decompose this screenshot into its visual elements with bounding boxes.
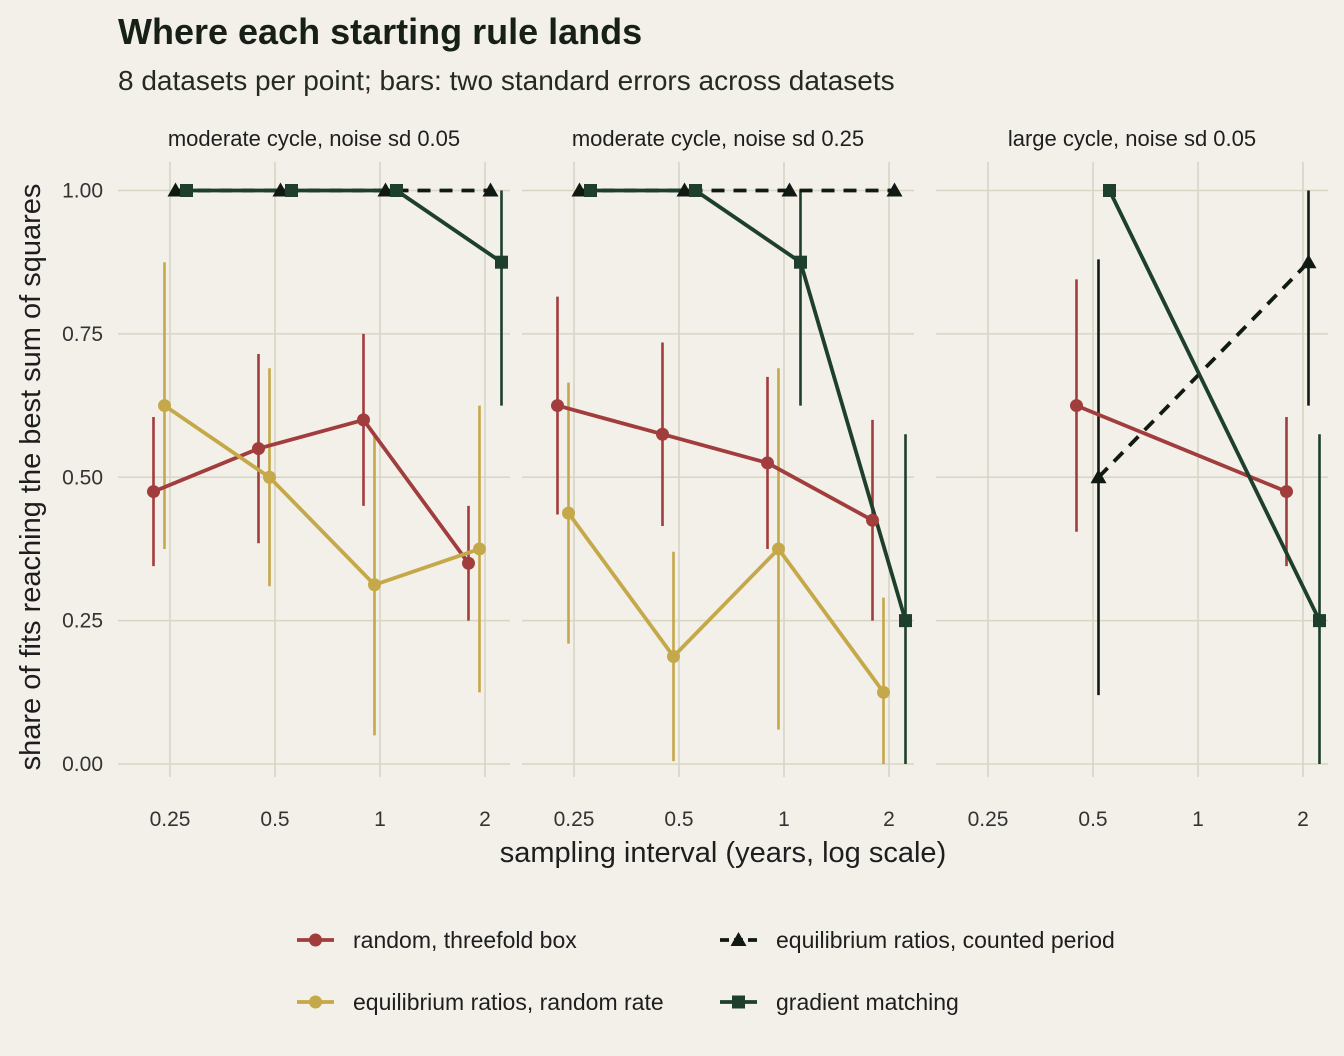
eq_counted-line (1097, 260, 1310, 479)
y-tick-label: 0.75 (62, 323, 103, 346)
legend-item-random: random, threefold box (297, 927, 577, 953)
gradient-point (285, 184, 298, 197)
x-tick-label: 0.25 (150, 808, 191, 831)
eq_counted-point (377, 182, 394, 197)
eq_counted-point (886, 182, 903, 197)
panel-strip-label: large cycle, noise sd 0.05 (1008, 126, 1256, 151)
gradient-point (180, 184, 193, 197)
eq_random-point (309, 995, 322, 1009)
panel-2: moderate cycle, noise sd 0.25 0.25 0.5 1 2 (522, 126, 914, 831)
gradient-point (689, 184, 702, 197)
eq_random-point (368, 578, 381, 592)
eq_counted-point (482, 182, 499, 197)
random-point (147, 485, 160, 499)
eq_counted-point (730, 932, 747, 946)
eq_counted-point (1090, 469, 1107, 484)
x-tick-label: 0.5 (1078, 808, 1107, 831)
random-line (557, 403, 874, 522)
chart-subtitle: 8 datasets per point; bars: two standard… (118, 65, 895, 96)
gradient-line (186, 188, 503, 264)
legend-label: random, threefold box (353, 927, 577, 953)
eq_counted-point (1300, 254, 1317, 269)
legend: random, threefold box equilibrium ratios,… (297, 927, 1115, 1015)
panels: moderate cycle, noise sd 0.050.25 0.5 1 2mo… (118, 126, 1328, 831)
random-point (551, 399, 564, 413)
eq_random-point (772, 542, 785, 556)
gradient-point (732, 995, 745, 1009)
eq_random-point (562, 506, 575, 520)
x-tick-label: 2 (1297, 808, 1309, 831)
y-axis: 0.00 0.25 0.50 0.75 1.00 (62, 180, 103, 777)
panel-strip-label: moderate cycle, noise sd 0.05 (168, 126, 460, 151)
eq_random-point (263, 470, 276, 484)
eq_random-point (473, 542, 486, 556)
gradient-point (584, 184, 597, 197)
random-point (866, 513, 879, 527)
y-tick-label: 0.25 (62, 610, 103, 633)
panel-strip-label: moderate cycle, noise sd 0.25 (572, 126, 864, 151)
x-tick-label: 2 (883, 808, 895, 831)
random-point (309, 933, 322, 947)
eq_counted-point (676, 182, 693, 197)
gradient-point (899, 614, 912, 628)
legend-label: equilibrium ratios, random rate (353, 989, 664, 1015)
panel-1: moderate cycle, noise sd 0.05 0.25 0.5 1 2 (118, 126, 510, 831)
eq_random-line (163, 404, 481, 587)
eq_counted-point (167, 182, 184, 197)
x-axis-title: sampling interval (years, log scale) (500, 837, 946, 869)
panel-3: large cycle, noise sd 0.05 0.25 0.5 1 2 (936, 126, 1328, 831)
x-tick-label: 1 (374, 808, 386, 831)
random-point (1280, 485, 1293, 499)
eq_random-point (158, 399, 171, 413)
random-point (462, 556, 475, 570)
gradient-point (1313, 614, 1326, 628)
x-tick-label: 0.5 (260, 808, 289, 831)
x-tick-label: 0.25 (554, 808, 595, 831)
chart-title: Where each starting rule lands (118, 11, 642, 52)
gradient-point (495, 255, 508, 269)
random-point (357, 413, 370, 427)
x-tick-label: 1 (778, 808, 790, 831)
x-tick-label: 0.25 (968, 808, 1009, 831)
legend-item-eq_counted: equilibrium ratios, counted period (720, 927, 1115, 953)
legend-item-gradient: gradient matching (720, 989, 959, 1015)
random-line (1075, 403, 1288, 494)
eq_random-point (667, 649, 680, 663)
gradient-point (1103, 184, 1116, 197)
legend-item-eq_random: equilibrium ratios, random rate (297, 989, 664, 1015)
x-tick-label: 0.5 (664, 808, 693, 831)
eq_random-line (566, 511, 886, 694)
gradient-point (794, 255, 807, 269)
x-tick-label: 2 (479, 808, 491, 831)
y-tick-label: 0.00 (62, 753, 103, 776)
eq_counted-point (571, 182, 588, 197)
eq_counted-point (781, 182, 798, 197)
legend-label: gradient matching (776, 989, 959, 1015)
x-tick-label: 1 (1192, 808, 1204, 831)
random-point (252, 442, 265, 456)
y-tick-label: 1.00 (62, 180, 103, 203)
y-axis-title: share of fits reaching the best sum of s… (15, 184, 47, 771)
y-tick-label: 0.50 (62, 466, 103, 489)
random-line (152, 417, 471, 565)
gradient-point (390, 184, 403, 197)
random-point (1070, 399, 1083, 413)
eq_counted-point (272, 182, 289, 197)
random-point (761, 456, 774, 470)
legend-label: equilibrium ratios, counted period (776, 927, 1115, 953)
gradient-line (1107, 189, 1322, 622)
gradient-line (590, 188, 908, 622)
random-point (656, 427, 669, 441)
eq_random-point (877, 685, 890, 699)
